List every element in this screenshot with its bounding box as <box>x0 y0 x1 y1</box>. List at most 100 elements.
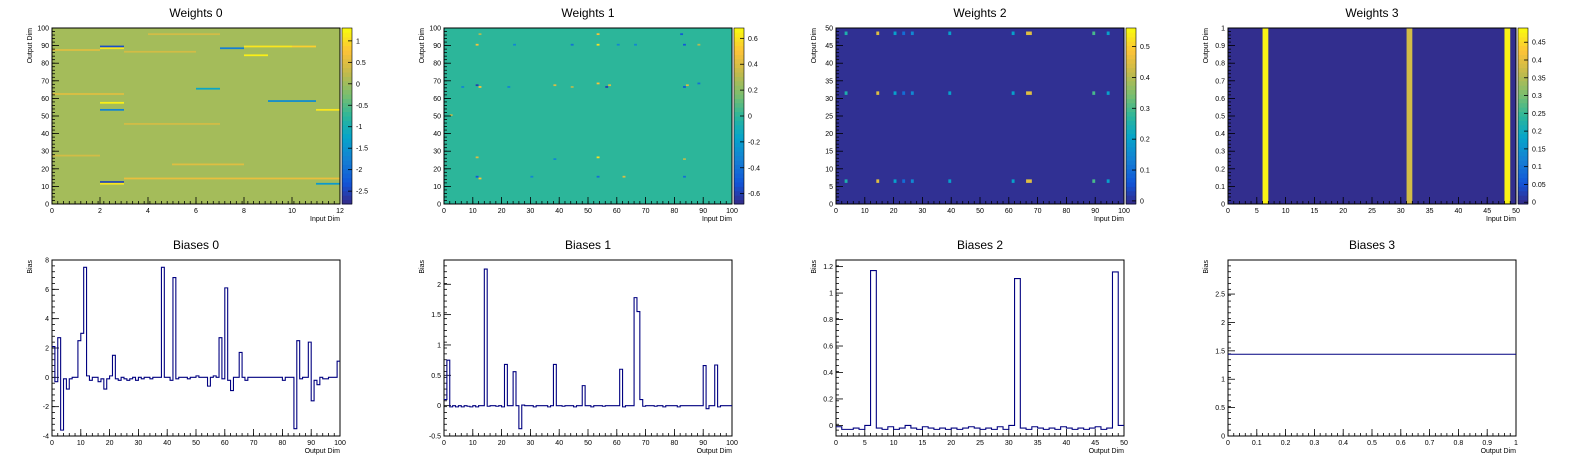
colorbar-tick-label: 0.35 <box>1532 75 1546 82</box>
y-tick-label: 60 <box>41 96 49 103</box>
y-tick-label: 0.8 <box>1215 61 1225 68</box>
heatmap-cell <box>52 154 100 157</box>
heatmap-cell <box>596 156 600 159</box>
colorbar-segment <box>1518 177 1528 183</box>
heatmap-cell <box>844 179 848 183</box>
heatmap-cell <box>948 179 952 183</box>
heatmap-cell <box>948 91 952 95</box>
heatmap-cell <box>1262 28 1269 204</box>
colorbar-segment <box>342 116 352 121</box>
y-tick-label: 100 <box>37 26 49 33</box>
colorbar-segment <box>1126 195 1136 201</box>
x-tick-label: 0.6 <box>1396 440 1406 447</box>
colorbar-segment <box>1126 111 1136 117</box>
y-tick-label: 2 <box>437 282 441 289</box>
colorbar-segment <box>1518 85 1528 91</box>
y-tick-label: 0.5 <box>1215 405 1225 412</box>
colorbar-segment <box>1518 168 1528 174</box>
colorbar-segment <box>734 89 744 95</box>
x-tick-label: 80 <box>1063 208 1071 215</box>
heatmap-cell <box>596 43 600 46</box>
x-tick-label: 15 <box>1311 208 1319 215</box>
colorbar-segment <box>342 124 352 130</box>
colorbar-segment <box>1518 89 1528 95</box>
colorbar-segment <box>734 32 744 38</box>
heatmap-cell <box>622 175 626 178</box>
heatmap-cell <box>893 179 897 183</box>
colorbar-tick-label: 0.4 <box>1532 58 1542 65</box>
colorbar-segment <box>342 155 352 161</box>
colorbar-segment <box>734 58 744 64</box>
colorbar-segment <box>734 102 744 108</box>
x-tick-label: 70 <box>642 208 650 215</box>
y-tick-label: 0 <box>829 423 833 430</box>
colorbar-segment <box>734 54 744 60</box>
x-axis-label: Output Dim <box>1481 448 1517 455</box>
heatmap-cell <box>100 47 124 50</box>
heatmap-cell <box>1011 91 1015 95</box>
y-tick-label: 100 <box>429 26 441 33</box>
colorbar-segment <box>1518 94 1528 99</box>
colorbar-segment <box>1126 160 1136 165</box>
y-tick-label: 40 <box>433 131 441 138</box>
heatmap-cell <box>570 43 574 46</box>
heatmap-cell <box>683 86 686 88</box>
colorbar-frame <box>341 27 353 205</box>
y-tick-label: 50 <box>41 114 49 121</box>
heatmap-cell <box>244 45 292 48</box>
heatmap-cell <box>52 93 124 95</box>
y-tick-label: 25 <box>825 114 833 121</box>
colorbar-tick-label: -0.5 <box>356 103 368 110</box>
y-tick-label: -0.5 <box>429 434 441 441</box>
colorbar-segment <box>734 107 744 113</box>
colorbar-segment <box>1518 164 1528 170</box>
colorbar-segment <box>734 177 744 183</box>
y-tick-label: 0 <box>829 202 833 209</box>
x-tick-label: 25 <box>1368 208 1376 215</box>
colorbar-tick-label: 0 <box>1532 200 1536 207</box>
colorbar-segment <box>1126 124 1136 130</box>
colorbar-segment <box>342 80 352 86</box>
colorbar-tick-label: -1 <box>356 124 362 131</box>
colorbar-segment <box>342 177 352 183</box>
heatmap-cell <box>910 31 914 36</box>
line-panel: 0 10 20 30 40 50 60 70 80 90 100-0.500.511.52Biase… <box>419 238 738 455</box>
colorbar-segment <box>342 146 352 152</box>
x-tick-label: 0.7 <box>1425 440 1435 447</box>
line-panel: 0 0.1 0.2 0.3 0.4 0.5 0.6 0.7 0.8 0.9 1 0 0.5 1 1.5 2 2.… <box>1203 238 1518 455</box>
x-tick-label: 40 <box>555 208 563 215</box>
x-tick-label: 60 <box>613 440 621 447</box>
x-tick-label: 100 <box>1118 208 1130 215</box>
colorbar-segment <box>734 124 744 130</box>
y-tick-label: 35 <box>825 78 833 85</box>
colorbar-tick-label: 0 <box>748 114 752 121</box>
colorbar-tick-label: 0.2 <box>748 88 758 95</box>
x-tick-label: 10 <box>890 440 898 447</box>
x-tick-label: 40 <box>163 440 171 447</box>
colorbar-segment <box>342 199 352 205</box>
colorbar-segment <box>734 111 744 117</box>
x-tick-label: 30 <box>1397 208 1405 215</box>
colorbar-segment <box>734 195 744 201</box>
y-tick-label: 0.5 <box>431 373 441 380</box>
y-tick-label: 50 <box>825 26 833 33</box>
y-tick-label: 10 <box>433 184 441 191</box>
x-tick-label: 45 <box>1091 440 1099 447</box>
x-tick-label: 100 <box>726 208 738 215</box>
colorbar-segment <box>734 151 744 157</box>
colorbar-segment <box>734 63 744 69</box>
heatmap-cell <box>1504 28 1511 204</box>
colorbar-tick-label: 0.5 <box>1140 44 1150 51</box>
heatmap-cell <box>608 84 612 87</box>
y-tick-label: 4 <box>45 316 49 323</box>
y-axis-label: Output Dim <box>27 28 34 64</box>
colorbar-segment <box>1126 164 1136 170</box>
colorbar-tick-label: 0.5 <box>356 60 366 67</box>
heatmap-cell <box>844 91 848 95</box>
heatmap-cell <box>1106 179 1110 183</box>
plot-frame <box>835 259 1125 437</box>
y-tick-label: 0.7 <box>1215 78 1225 85</box>
x-axis-label: Input Dim <box>702 216 732 223</box>
colorbar-segment <box>342 102 352 108</box>
colorbar-segment <box>1126 98 1136 104</box>
